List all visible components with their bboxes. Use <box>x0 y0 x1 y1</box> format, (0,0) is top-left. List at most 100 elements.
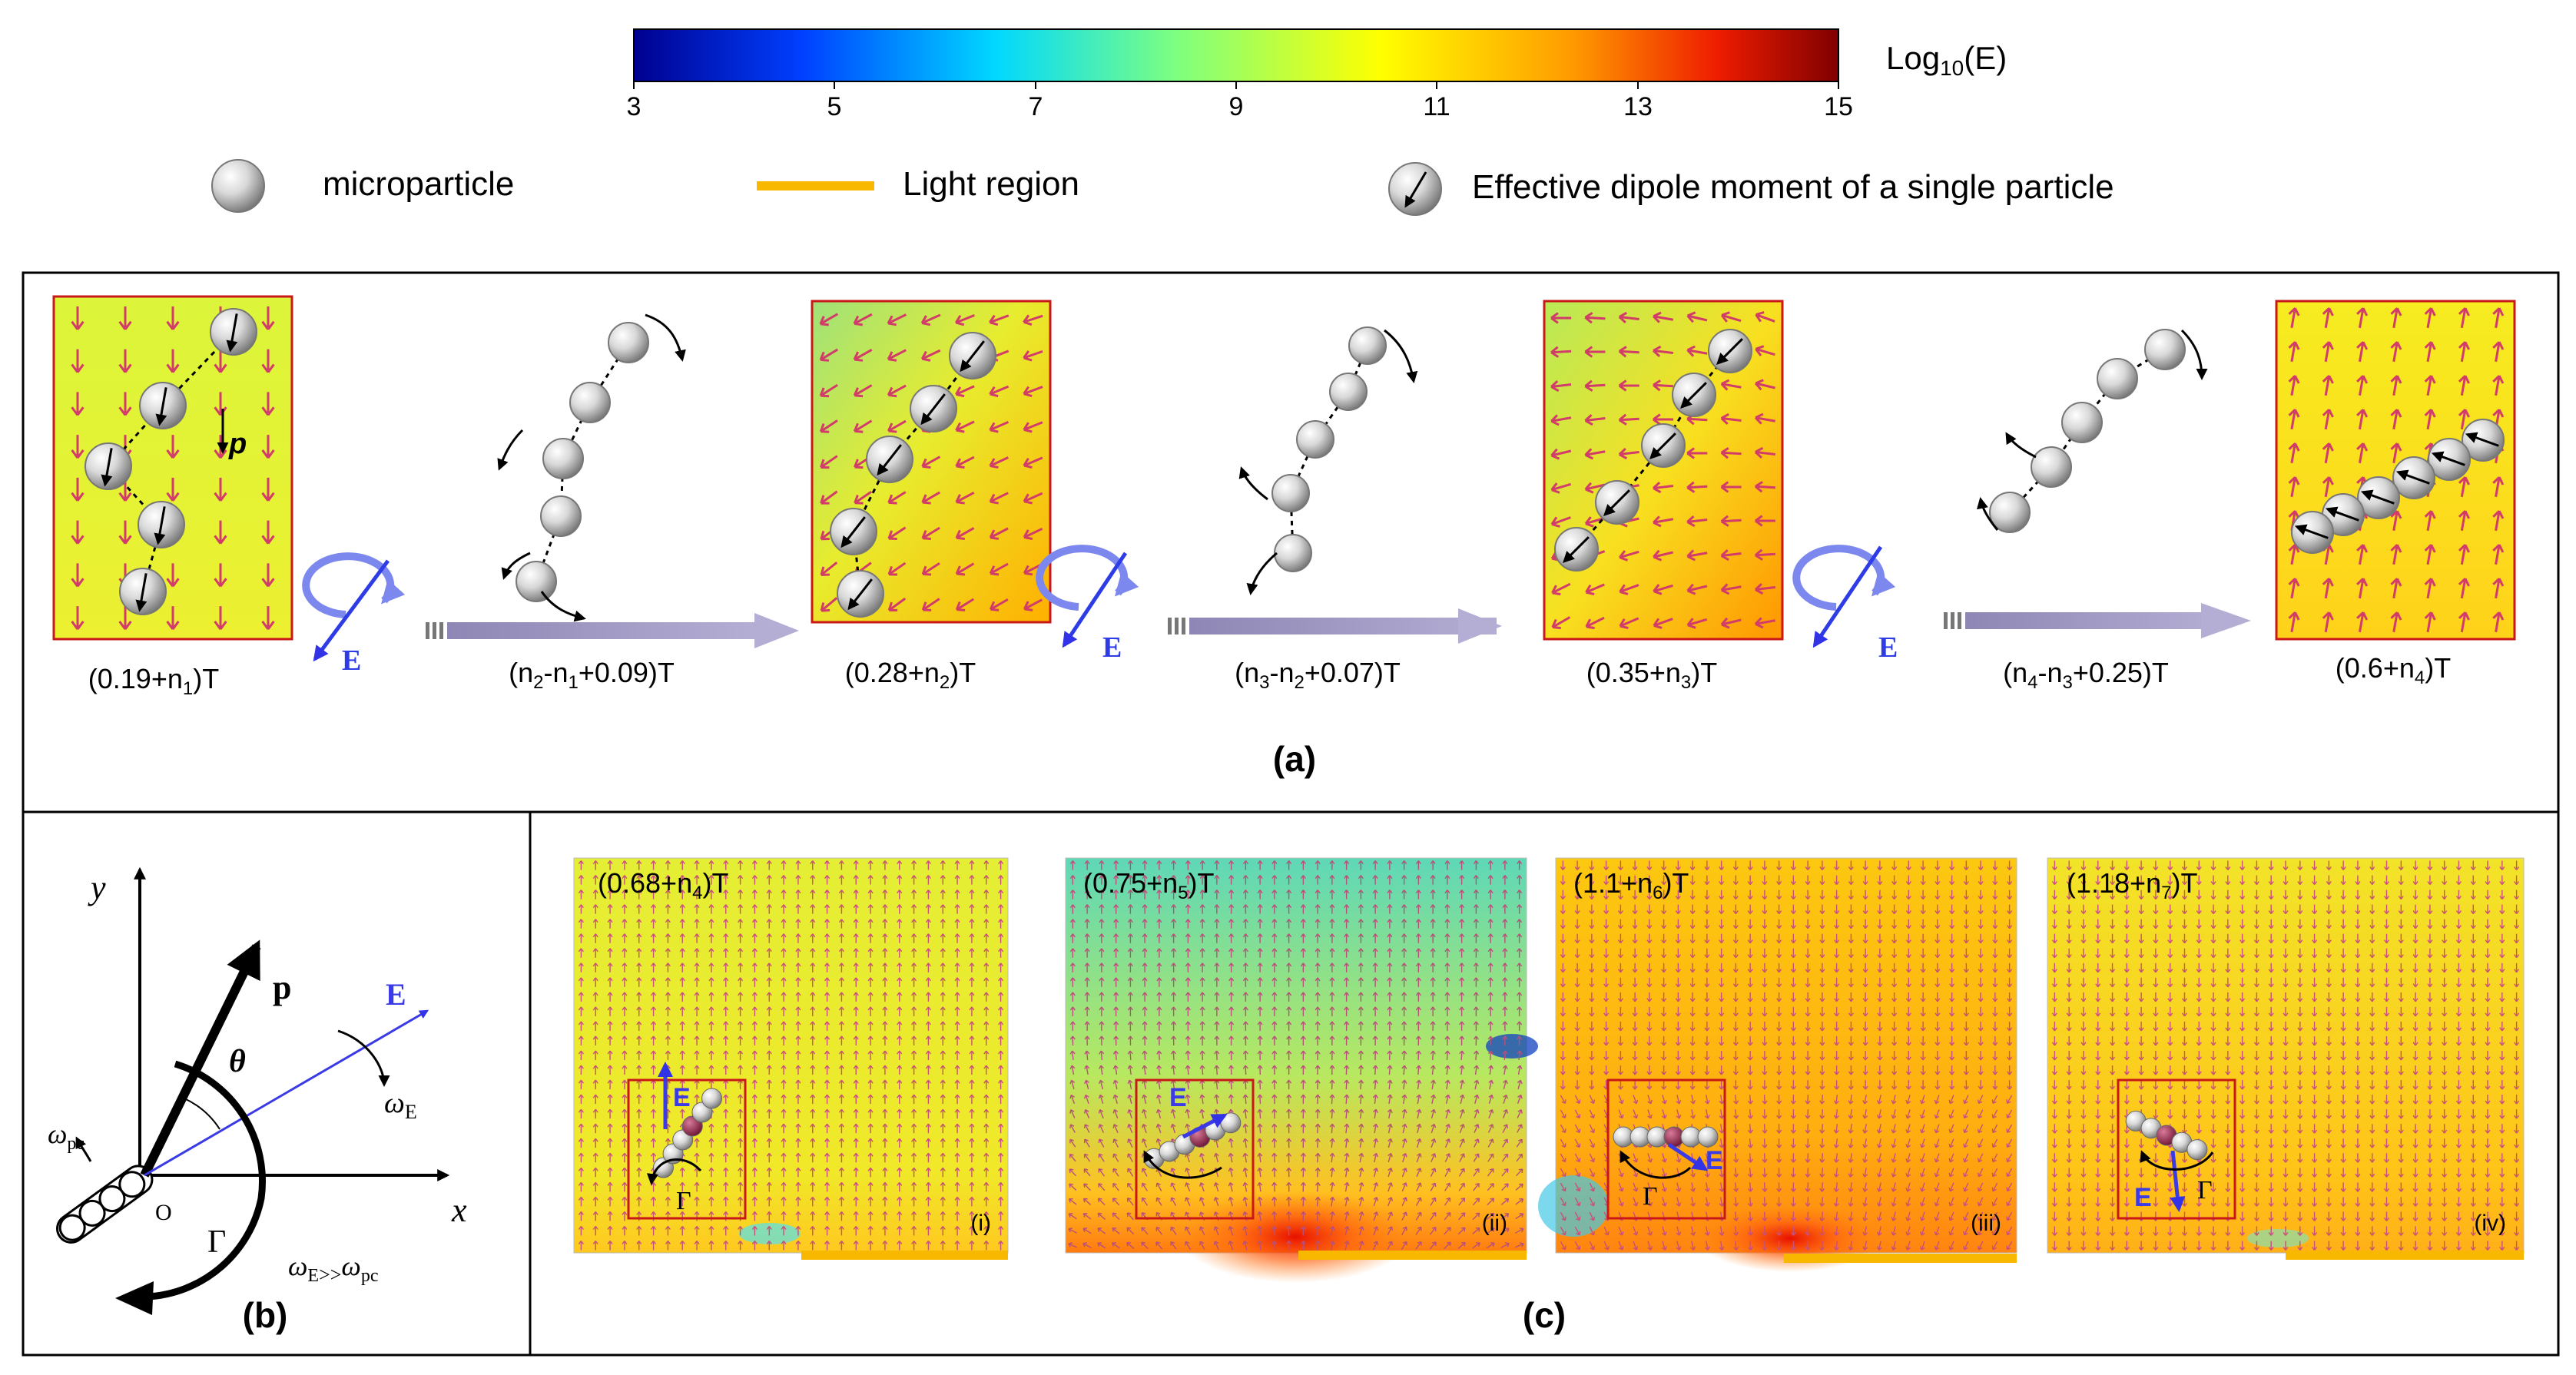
colorbar: 3 5 7 9 11 13 15 Log10(E) <box>627 28 2007 121</box>
field-label: E <box>1102 631 1122 664</box>
legend-light-region: Light region <box>903 165 1079 203</box>
origin-label: O <box>155 1200 172 1225</box>
colorbar-tick-label: 3 <box>627 92 642 121</box>
rotating-chain-3 <box>1977 329 2208 533</box>
theta-label: θ <box>229 1044 246 1079</box>
field-rotation-icon-3: E <box>1792 545 1898 664</box>
field-map-c3 <box>1555 857 2017 1254</box>
torque-label: Γ <box>1643 1182 1658 1211</box>
panel-time-label: (0.75+n5)T <box>1083 867 1214 903</box>
field-vector-label: E <box>386 977 406 1012</box>
particle-chain <box>56 1165 154 1244</box>
field-label: E <box>1878 631 1898 664</box>
chain-a4 <box>2291 419 2505 554</box>
panel-b-caption: (b) <box>243 1295 288 1335</box>
field-map-c1 <box>573 857 1009 1254</box>
field-label: E <box>1169 1083 1187 1112</box>
field-vector <box>1667 1142 1709 1171</box>
frame-time-label: (0.6+n4)T <box>2336 652 2451 688</box>
chain-rotation-arrow <box>75 1136 92 1162</box>
frame-time-label: (0.28+n2)T <box>845 657 976 693</box>
inset-box <box>2117 1078 2236 1220</box>
field-map-c2 <box>1065 857 1527 1254</box>
colorbar-ticks: 3 5 7 9 11 13 15 <box>627 81 1853 121</box>
field-label: E <box>673 1083 691 1112</box>
legend-microparticle: microparticle <box>323 165 514 203</box>
omega-pc-label: ωpc <box>48 1118 85 1154</box>
subpanel-label: (iii) <box>1971 1211 2001 1236</box>
theta-arc <box>184 1098 220 1130</box>
transition-arrow-2 <box>1168 608 1502 644</box>
field-vector <box>144 1009 429 1177</box>
subpanel-label: (i) <box>970 1211 991 1236</box>
x-axis-label: x <box>451 1191 467 1229</box>
panel-time-label: (1.18+n7)T <box>2067 867 2197 903</box>
colorbar-tick-label: 9 <box>1229 92 1244 121</box>
field-arrows-c3 <box>1560 860 2013 1251</box>
legend: microparticle Light region Effective dip… <box>211 159 2114 216</box>
rotating-chain-1 <box>497 313 686 622</box>
field-vector <box>1182 1113 1228 1139</box>
chain-link <box>106 330 235 592</box>
torque-arc <box>2140 1150 2214 1171</box>
inset-box <box>1606 1078 1726 1220</box>
field-rotation-icon-2: E <box>1036 545 1139 664</box>
field-arrows-c4 <box>2051 860 2520 1251</box>
transition-arrow-3 <box>1944 603 2251 638</box>
panel-a: p E E E <box>52 295 2516 779</box>
field-arrows-c2 <box>1068 860 1524 1251</box>
inset-box <box>627 1078 747 1220</box>
dipole-vector-label: p <box>273 969 291 1006</box>
torque-arc <box>1620 1150 1692 1179</box>
colorbar-tick-label: 15 <box>1824 92 1853 121</box>
frame-time-label: (0.19+n1)T <box>88 663 219 699</box>
dipole-vector <box>140 939 261 1178</box>
legend-dipole: Effective dipole moment of a single part… <box>1472 168 2114 206</box>
field-arrows-c1 <box>578 860 1004 1251</box>
field-rotation-arrow <box>337 1029 390 1087</box>
panel-borders <box>22 271 2560 1357</box>
chain-a2 <box>830 332 996 618</box>
field-vector <box>2170 1150 2186 1212</box>
torque-label: Γ <box>676 1187 691 1215</box>
colorbar-label: Log10(E) <box>1886 40 2007 80</box>
subpanel-label: (iv) <box>2474 1211 2506 1236</box>
torque-arc <box>646 1158 702 1185</box>
transition-time-label: (n4-n3+0.25)T <box>2003 657 2169 693</box>
torque-arc <box>1143 1150 1222 1179</box>
dipole-particle-icon <box>1388 162 1442 216</box>
inset-box <box>1135 1078 1255 1220</box>
panel-c-caption: (c) <box>1523 1295 1566 1335</box>
rotating-chain-2 <box>1238 326 1418 595</box>
microparticle-icon <box>211 159 265 213</box>
colorbar-tick-label: 7 <box>1029 92 1043 121</box>
chain-a3 <box>1554 329 1752 572</box>
panel-b: y x p E θ ωE Γ O ωpc ωE>>ωpc (b) <box>48 866 467 1335</box>
y-axis-label: y <box>88 869 106 906</box>
panel-time-label: (1.1+n6)T <box>1573 867 1689 903</box>
panel-c: E E E E Γ Γ Γ (0.68+n4)T (0.75+n5)T (1.1… <box>573 857 2525 1335</box>
torque-label: Γ <box>2197 1176 2213 1204</box>
colorbar-tick-label: 5 <box>827 92 842 121</box>
field-label: E <box>1706 1146 1723 1175</box>
torque-arc <box>147 1060 266 1300</box>
transition-time-label: (n2-n1+0.09)T <box>509 657 675 693</box>
omega-e-label: ωE <box>384 1087 417 1123</box>
field-label: E <box>342 644 361 677</box>
transition-time-label: (n3-n2+0.07)T <box>1235 657 1401 693</box>
torque-arrowhead <box>115 1281 154 1315</box>
panel-a-caption: (a) <box>1273 739 1316 779</box>
frame-time-label: (0.35+n3)T <box>1586 657 1717 693</box>
gamma-label: Γ <box>207 1224 226 1260</box>
field-rotation-icon-1: E <box>302 552 406 677</box>
frequency-relation: ωE>>ωpc <box>288 1251 379 1286</box>
dipole-label: p <box>228 428 247 460</box>
transition-arrow-1 <box>426 613 799 648</box>
chain-a1 <box>85 308 257 615</box>
field-label: E <box>2134 1183 2152 1212</box>
panel-time-label: (0.68+n4)T <box>598 867 728 903</box>
subpanel-label: (ii) <box>1482 1211 1507 1236</box>
colorbar-tick-label: 13 <box>1623 92 1653 121</box>
colorbar-tick-label: 11 <box>1423 92 1450 121</box>
